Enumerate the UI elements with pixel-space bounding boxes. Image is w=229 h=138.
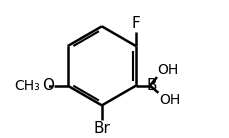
Text: O: O xyxy=(42,78,54,93)
Text: B: B xyxy=(146,78,156,93)
Text: F: F xyxy=(131,16,140,30)
Text: CH₃: CH₃ xyxy=(14,79,40,93)
Text: Br: Br xyxy=(93,121,110,136)
Text: OH: OH xyxy=(157,63,178,77)
Text: OH: OH xyxy=(158,93,180,107)
